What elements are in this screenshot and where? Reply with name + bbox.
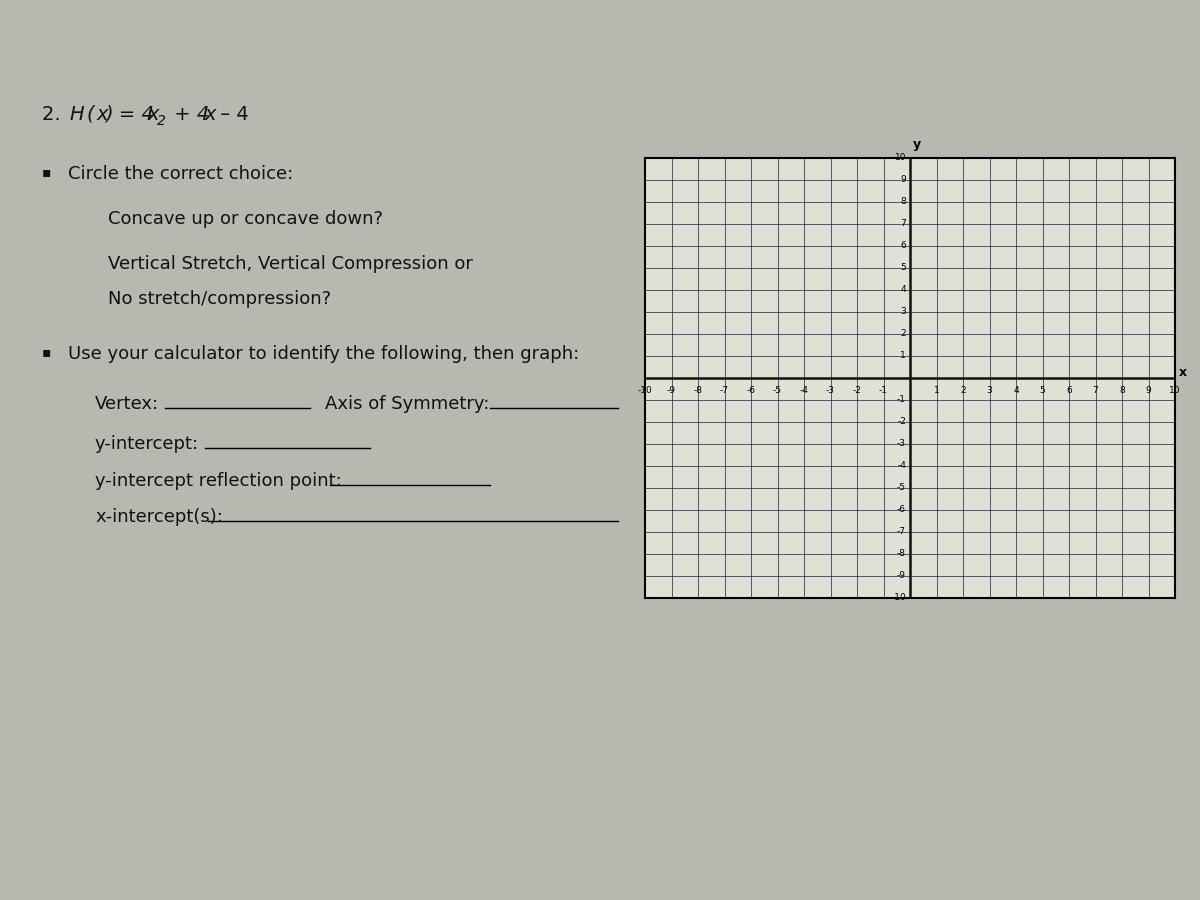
- Text: y: y: [912, 139, 920, 151]
- Text: 2: 2: [960, 386, 966, 395]
- Text: ) = 4: ) = 4: [106, 105, 155, 124]
- Text: -5: -5: [898, 483, 906, 492]
- Text: 2.: 2.: [42, 105, 67, 124]
- Text: -6: -6: [746, 386, 756, 395]
- Text: -10: -10: [892, 593, 906, 602]
- Text: 1: 1: [934, 386, 940, 395]
- Text: -10: -10: [637, 386, 653, 395]
- Text: Concave up or concave down?: Concave up or concave down?: [108, 210, 383, 228]
- Text: -4: -4: [799, 386, 809, 395]
- Text: -3: -3: [826, 386, 835, 395]
- Text: 4: 4: [900, 285, 906, 294]
- Text: H: H: [70, 105, 84, 124]
- Text: ▪: ▪: [42, 165, 52, 179]
- Text: y-intercept:: y-intercept:: [95, 435, 199, 453]
- Text: -7: -7: [898, 527, 906, 536]
- Text: Circle the correct choice:: Circle the correct choice:: [68, 165, 294, 183]
- Text: y-intercept reflection point:: y-intercept reflection point:: [95, 472, 342, 490]
- Text: 10: 10: [894, 154, 906, 163]
- Text: 9: 9: [1146, 386, 1151, 395]
- Text: 6: 6: [1066, 386, 1072, 395]
- Text: x: x: [1178, 366, 1187, 379]
- Text: 8: 8: [900, 197, 906, 206]
- Text: Axis of Symmetry:: Axis of Symmetry:: [325, 395, 490, 413]
- Text: -3: -3: [898, 439, 906, 448]
- Text: 2: 2: [900, 329, 906, 338]
- Text: 7: 7: [1093, 386, 1098, 395]
- Text: -7: -7: [720, 386, 730, 395]
- Text: Use your calculator to identify the following, then graph:: Use your calculator to identify the foll…: [68, 345, 580, 363]
- Text: 5: 5: [1039, 386, 1045, 395]
- Text: Vertex:: Vertex:: [95, 395, 160, 413]
- Text: -9: -9: [898, 572, 906, 580]
- Text: x: x: [148, 105, 160, 124]
- Text: -9: -9: [667, 386, 676, 395]
- Text: -2: -2: [898, 418, 906, 427]
- Text: -2: -2: [852, 386, 862, 395]
- Text: -8: -8: [694, 386, 702, 395]
- Text: (: (: [86, 105, 94, 124]
- Text: 5: 5: [900, 264, 906, 273]
- Text: 9: 9: [900, 176, 906, 184]
- Text: 3: 3: [900, 308, 906, 317]
- Text: -8: -8: [898, 550, 906, 559]
- Text: 4: 4: [1013, 386, 1019, 395]
- Text: -5: -5: [773, 386, 782, 395]
- Text: -1: -1: [878, 386, 888, 395]
- Text: -4: -4: [898, 462, 906, 471]
- Text: 10: 10: [1169, 386, 1181, 395]
- Text: x-intercept(s):: x-intercept(s):: [95, 508, 223, 526]
- Text: 3: 3: [986, 386, 992, 395]
- Text: -1: -1: [898, 395, 906, 404]
- Text: 7: 7: [900, 220, 906, 229]
- Text: + 4: + 4: [168, 105, 209, 124]
- Text: 8: 8: [1120, 386, 1124, 395]
- Text: No stretch/compression?: No stretch/compression?: [108, 290, 331, 308]
- Text: -6: -6: [898, 506, 906, 515]
- Text: 2: 2: [157, 114, 166, 128]
- Text: Vertical Stretch, Vertical Compression or: Vertical Stretch, Vertical Compression o…: [108, 255, 473, 273]
- Text: x: x: [96, 105, 108, 124]
- Text: – 4: – 4: [214, 105, 248, 124]
- Text: 1: 1: [900, 352, 906, 361]
- Text: ▪: ▪: [42, 345, 52, 359]
- Text: x: x: [204, 105, 216, 124]
- Text: 6: 6: [900, 241, 906, 250]
